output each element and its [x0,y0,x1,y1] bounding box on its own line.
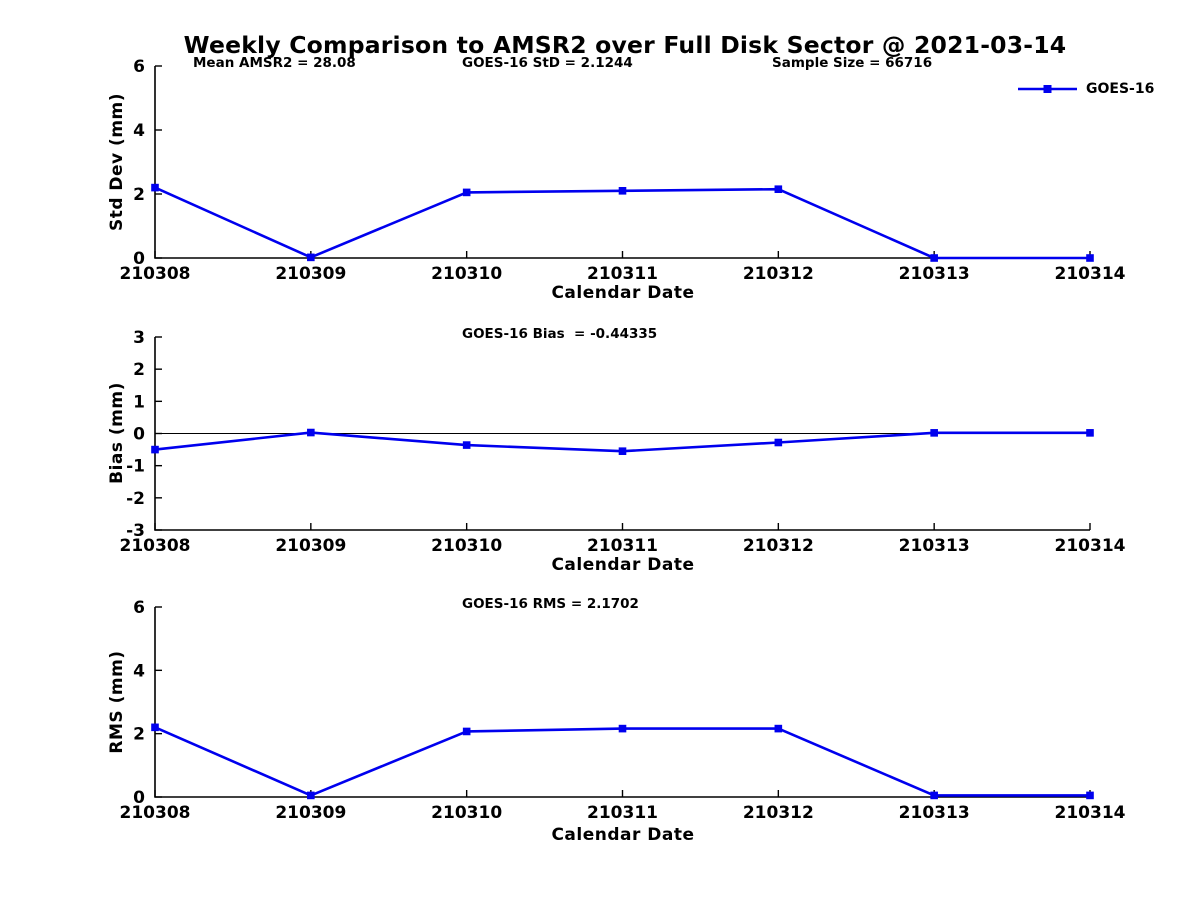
x-tick-label: 210313 [899,536,970,556]
x-tick-label: 210311 [587,536,658,556]
data-line [154,726,1090,797]
x-tick-label: 210312 [743,803,814,823]
x-tick-label: 210310 [431,264,502,284]
data-marker [151,183,159,192]
y-tick-label: 4 [133,661,145,681]
data-marker [930,791,938,800]
y-tick-label: 2 [133,360,145,380]
x-tick-label: 210310 [431,803,502,823]
data-marker [1086,429,1094,437]
data-line [154,186,1090,260]
data-marker [462,441,471,449]
y-tick-label: 2 [133,725,145,745]
data-marker [151,445,159,454]
data-marker [307,791,315,800]
x-tick-label: 210309 [275,264,346,284]
data-marker [618,187,627,195]
x-tick-label: 210310 [431,536,502,556]
x-tick-label: 210308 [120,803,191,823]
y-tick-label: -2 [126,489,145,509]
y-tick-label: -3 [126,521,145,541]
x-tick-label: 210312 [743,264,814,284]
data-marker [307,253,315,262]
data-marker [618,447,627,455]
legend-marker [1043,85,1052,93]
data-marker [462,188,471,197]
y-tick-label: 1 [133,392,145,412]
x-tick-label: 210314 [1055,536,1126,556]
annotation-goes16-rms: GOES-16 RMS = 2.1702 [462,596,639,612]
y-tick-label: 0 [133,425,145,445]
data-marker [1086,254,1094,262]
data-marker [307,428,315,437]
x-tick-label: 210308 [120,264,191,284]
annotation-goes16-std: GOES-16 StD = 2.1244 [462,55,633,71]
y-tick-label: 3 [133,328,145,348]
data-marker [462,727,471,736]
data-marker [1086,791,1094,800]
data-marker [774,438,783,447]
x-tick-label: 210308 [120,536,191,556]
ylabel-std-dev: Std Dev (mm) [107,92,127,232]
x-tick-label: 210309 [275,803,346,823]
data-marker [151,723,159,732]
data-marker [930,254,938,262]
legend-label: GOES-16 [1086,81,1155,97]
y-tick-label: 4 [133,121,145,141]
x-tick-label: 210313 [899,803,970,823]
y-tick-label: 2 [133,185,145,205]
axis [154,66,1090,259]
figure-title: Weekly Comparison to AMSR2 over Full Dis… [183,31,1067,59]
ylabel-bias: Bias (mm) [107,382,127,484]
y-tick-label: 6 [133,598,145,618]
xlabel-calendar-date-2: Calendar Date [551,555,695,575]
xlabel-calendar-date-3: Calendar Date [551,825,695,845]
x-tick-label: 210314 [1055,803,1126,823]
data-marker [618,724,627,733]
y-tick-label: 0 [133,249,145,269]
data-marker [774,185,783,193]
xlabel-calendar-date-1: Calendar Date [551,283,695,303]
data-marker [774,724,783,733]
annotation-mean-amsr2: Mean AMSR2 = 28.08 [193,55,356,71]
annotation-goes16-bias: GOES-16 Bias = -0.44335 [462,326,658,342]
annotation-sample-size: Sample Size = 66716 [772,55,933,71]
y-tick-label: 6 [133,57,145,77]
ylabel-rms: RMS (mm) [107,650,127,754]
y-tick-label: -1 [126,457,145,477]
x-tick-label: 210314 [1055,264,1126,284]
y-tick-label: 0 [133,788,145,808]
x-tick-label: 210311 [587,803,658,823]
x-tick-label: 210312 [743,536,814,556]
axis [154,607,1090,798]
x-tick-label: 210313 [899,264,970,284]
x-tick-label: 210309 [275,536,346,556]
x-tick-label: 210311 [587,264,658,284]
data-marker [930,429,938,437]
